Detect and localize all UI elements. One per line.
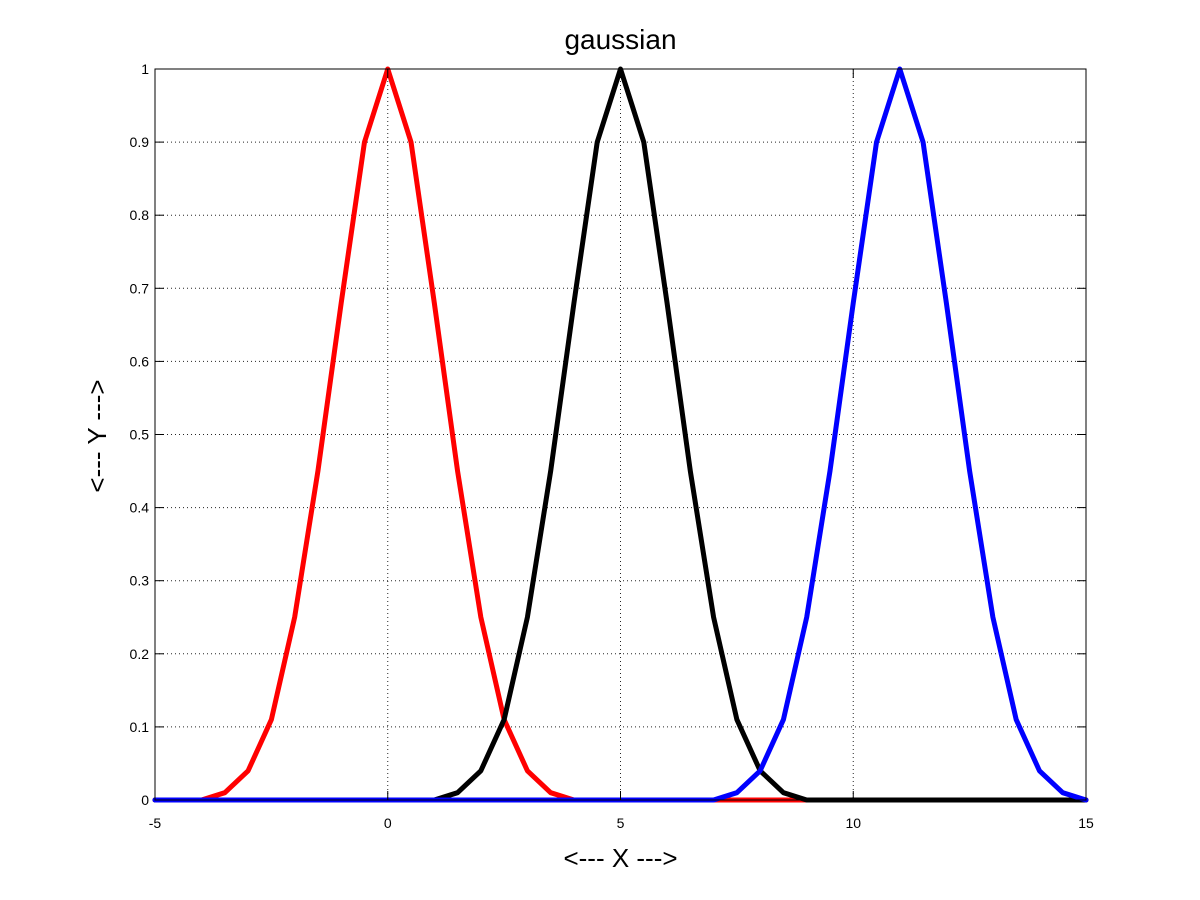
y-tick-label: 0 bbox=[141, 792, 149, 808]
x-tick-label: 0 bbox=[384, 815, 392, 831]
y-tick-label: 0.3 bbox=[130, 573, 150, 589]
y-tick-label: 0.6 bbox=[130, 353, 150, 369]
x-tick-labels: -5 0 5 10 15 bbox=[149, 815, 1094, 831]
y-axis-label: <--- Y ---> bbox=[82, 379, 112, 492]
x-tick-label: 10 bbox=[845, 815, 861, 831]
y-tick-label: 0.4 bbox=[130, 500, 150, 516]
y-tick-label: 0.5 bbox=[130, 427, 150, 443]
y-tick-label: 0.9 bbox=[130, 134, 150, 150]
x-tick-label: -5 bbox=[149, 815, 162, 831]
axis-ticks bbox=[154, 68, 1087, 801]
y-tick-label: 1 bbox=[141, 61, 149, 77]
y-tick-label: 0.7 bbox=[130, 280, 150, 296]
chart-title: gaussian bbox=[564, 24, 676, 55]
y-tick-label: 0.1 bbox=[130, 719, 150, 735]
x-tick-label: 5 bbox=[617, 815, 625, 831]
x-axis-label: <--- X ---> bbox=[563, 843, 677, 873]
y-tick-label: 0.8 bbox=[130, 207, 150, 223]
x-tick-label: 15 bbox=[1078, 815, 1094, 831]
y-tick-labels: 0 0.1 0.2 0.3 0.4 0.5 0.6 0.7 0.8 0.9 1 bbox=[130, 61, 150, 808]
y-tick-label: 0.2 bbox=[130, 646, 150, 662]
